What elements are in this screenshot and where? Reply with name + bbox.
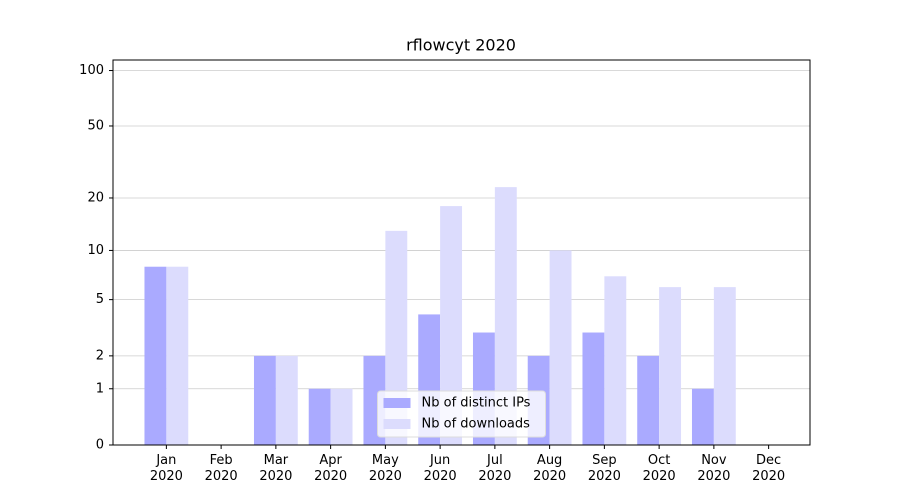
x-tick-label: Dec 2020	[752, 453, 786, 484]
y-tick-label: 0	[96, 438, 104, 453]
legend-box	[377, 390, 546, 438]
legend: Nb of distinct IPs Nb of downloads	[377, 390, 546, 438]
bar	[275, 355, 298, 445]
bar	[144, 266, 167, 445]
x-tick-label: Sep 2020	[587, 453, 621, 484]
bar	[691, 388, 714, 445]
bar	[713, 287, 736, 445]
x-tick-label: Oct 2020	[642, 453, 676, 484]
x-tick-label: Jan 2020	[149, 453, 183, 484]
x-tick-label: Jun 2020	[423, 453, 457, 484]
legend-label: Nb of downloads	[422, 417, 531, 432]
y-tick-label: 1	[96, 381, 104, 396]
y-tick-label: 2	[96, 348, 104, 363]
y-tick-label: 50	[87, 118, 104, 133]
plot-frame	[112, 59, 811, 446]
bar	[253, 355, 276, 445]
y-tick-label: 10	[87, 243, 104, 258]
y-tick-label: 20	[87, 190, 104, 205]
x-tick-label: Aug 2020	[533, 453, 567, 484]
bar	[659, 287, 682, 445]
chart-title: rflowcyt 2020	[406, 36, 516, 55]
x-tick-label: Nov 2020	[697, 453, 731, 484]
bar	[440, 206, 463, 445]
bar	[637, 355, 660, 445]
y-tick-label: 5	[96, 292, 104, 307]
bar	[308, 388, 331, 445]
bar	[549, 250, 572, 445]
bar	[330, 388, 353, 445]
legend-swatch	[383, 419, 411, 429]
x-tick-label: Apr 2020	[314, 453, 348, 484]
bar	[494, 187, 517, 445]
bar	[582, 332, 605, 445]
bar	[166, 266, 189, 445]
x-tick-label: Feb 2020	[204, 453, 238, 484]
bar	[604, 276, 627, 445]
x-tick-label: May 2020	[368, 453, 402, 484]
legend-label: Nb of distinct IPs	[422, 396, 531, 411]
legend-swatch	[383, 398, 411, 408]
x-tick-label: Jul 2020	[478, 453, 512, 484]
y-tick-label: 100	[79, 63, 104, 78]
x-tick-label: Mar 2020	[259, 453, 293, 484]
